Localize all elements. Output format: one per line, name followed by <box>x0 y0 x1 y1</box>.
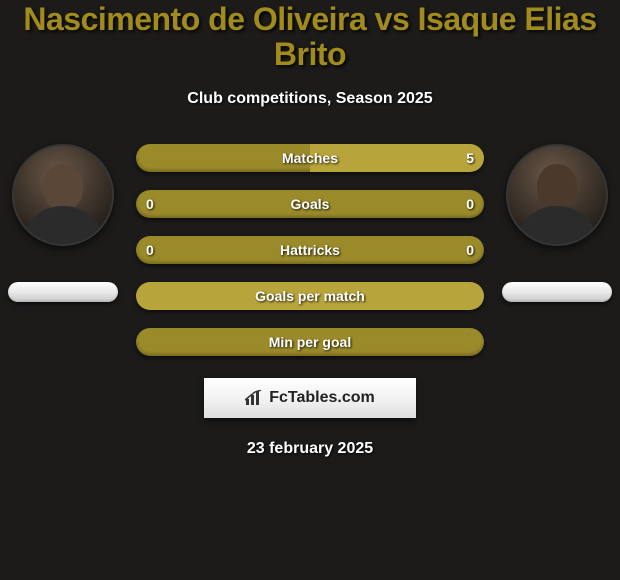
stat-bar: Matches5 <box>136 144 484 172</box>
stat-value-left: 0 <box>136 242 170 258</box>
stat-label: Goals <box>170 196 450 212</box>
subtitle: Club competitions, Season 2025 <box>0 90 620 108</box>
stat-bar: 0Hattricks0 <box>136 236 484 264</box>
brand-badge: FcTables.com <box>204 378 416 418</box>
stat-value-right: 0 <box>450 196 484 212</box>
infographic-root: Nascimento de Oliveira vs Isaque Elias B… <box>0 0 620 458</box>
stat-label: Goals per match <box>170 288 450 304</box>
brand-name: FcTables.com <box>269 389 375 407</box>
stat-label: Hattricks <box>170 242 450 258</box>
player-right-avatar <box>506 144 608 246</box>
stat-bars: Matches50Goals00Hattricks0Goals per matc… <box>136 144 484 356</box>
stat-label: Matches <box>170 150 450 166</box>
player-right-column <box>502 144 612 302</box>
bar-chart-icon <box>245 390 263 406</box>
player-left-avatar <box>12 144 114 246</box>
stat-bar: 0Goals0 <box>136 190 484 218</box>
page-title: Nascimento de Oliveira vs Isaque Elias B… <box>0 2 620 72</box>
stat-bar: Min per goal <box>136 328 484 356</box>
stat-bar: Goals per match <box>136 282 484 310</box>
stat-value-right: 5 <box>450 150 484 166</box>
player-left-column <box>8 144 118 302</box>
player-left-club-logo <box>8 282 118 302</box>
stat-label: Min per goal <box>170 334 450 350</box>
comparison-panel: Matches50Goals00Hattricks0Goals per matc… <box>0 144 620 356</box>
player-right-club-logo <box>502 282 612 302</box>
stat-value-left: 0 <box>136 196 170 212</box>
generation-date: 23 february 2025 <box>0 440 620 458</box>
stat-value-right: 0 <box>450 242 484 258</box>
